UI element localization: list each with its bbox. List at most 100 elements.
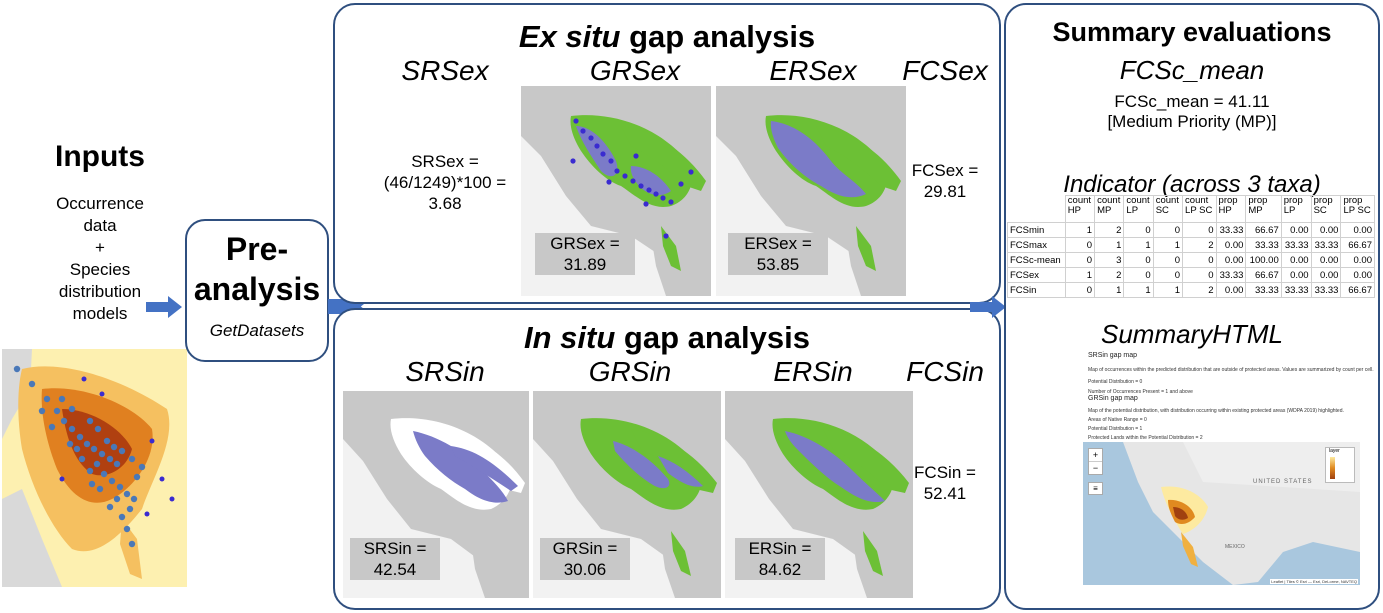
summary-fcsc-line2: [Medium Priority (MP)] [1107,112,1277,131]
pre-analysis-box: Pre- analysis GetDatasets [185,219,329,362]
table-cell: 0 [1123,267,1154,283]
table-cell: 0.00 [1340,222,1375,238]
table-col-header: count MP [1094,195,1125,223]
table-cell: 0.00 [1280,252,1312,268]
table-cell: 0.00 [1310,252,1342,268]
table-cell: 2 [1094,267,1125,283]
table-cell: 0 [1064,237,1096,253]
table-row-label: FCSmax [1007,237,1066,253]
exsitu-srs-header: SRSex [401,55,489,86]
insitu-srs-line: SRSin = [363,539,427,558]
indicator-table: count HP count MP count LP count SC count LP … [1007,195,1375,298]
table-cell: 0.00 [1310,222,1342,238]
exsitu-grs-line: GRSex = [550,234,620,253]
inputs-occurrence-map [2,349,187,587]
exsitu-grs-value: GRSex = 31.89 [535,233,635,275]
map-legend: layer [1325,447,1355,483]
table-col-header: prop LP [1280,195,1312,223]
exsitu-ers-line: ERSex = [744,234,812,253]
inputs-line: Occurrence [56,194,144,213]
table-cell: 0 [1152,222,1184,238]
exsitu-srs-line: SRSex = [411,152,479,171]
preview-heading-srsin: SRSin gap map [1088,352,1138,359]
preview-legend: Number of Occurrences Present = 1 and ab… [1088,389,1193,395]
table-cell: 0.00 [1340,252,1375,268]
insitu-grs-line: 30.06 [563,560,607,579]
table-cell: 3 [1094,252,1125,268]
insitu-ers-header: ERSin [773,356,853,387]
insitu-title: In situ gap analysis [335,320,999,356]
table-col-header: count HP [1064,195,1096,223]
table-cell: 100.00 [1245,252,1282,268]
table-col-header: prop LP SC [1340,195,1375,223]
zoom-in-button[interactable]: + [1092,450,1099,460]
table-cell: 0 [1064,252,1096,268]
inputs-line: data [83,216,117,235]
layers-icon[interactable]: ≡ [1088,482,1103,495]
table-cell: 1 [1123,282,1154,298]
table-col-header: prop SC [1310,195,1342,223]
table-cell: 1 [1152,282,1184,298]
table-col-header: count LP SC [1182,195,1217,223]
table-row-label: FCSmin [1007,222,1066,238]
table-cell: 0.00 [1310,267,1342,283]
preview-legend: Potential Distribution = 0 [1088,379,1143,385]
insitu-ers-line: 84.62 [758,560,802,579]
table-cell: 0.00 [1280,222,1312,238]
exsitu-title: Ex situ gap analysis [335,19,999,55]
exsitu-fcs-header: FCSex [902,55,988,86]
exsitu-ers-header: ERSex [769,55,857,86]
indicator-table-wrap: count HP count MP count LP count SC count LP … [1007,195,1375,298]
insitu-grs-map-svg [533,391,721,598]
table-col-header: prop MP [1245,195,1282,223]
table-cell: 2 [1182,282,1217,298]
table-cell: 0.00 [1215,282,1247,298]
table-col-header: count SC [1152,195,1184,223]
table-row-label: FCSc-mean [1007,252,1066,268]
preview-legend: Areas of Native Range = 0 [1088,417,1147,423]
table-cell: 0 [1182,222,1217,238]
exsitu-fcs-line: 29.81 [923,182,967,201]
insitu-title-rest: gap analysis [615,320,810,355]
inputs-line: Species [69,260,131,279]
table-cell: 66.67 [1340,237,1375,253]
table-row-label: FCSin [1007,282,1066,298]
table-row: FCSin 0 1 1 1 2 0.00 33.33 33.33 33.33 6… [1007,282,1375,298]
table-cell: 0 [1064,282,1096,298]
pre-analysis-function: GetDatasets [209,321,305,340]
table-cell: 0 [1152,267,1184,283]
zoom-out-button[interactable]: − [1089,461,1102,474]
exsitu-grs-points [570,118,694,239]
summary-fcsc-line1: FCSc_mean = 41.11 [1114,92,1270,111]
insitu-srs-line: 42.54 [373,560,417,579]
table-row: FCSmax 0 1 1 1 2 0.00 33.33 33.33 33.33 … [1007,237,1375,253]
map-label-us: UNITED STATES [1253,479,1313,485]
insitu-ers-value: ERSin = 84.62 [735,538,825,580]
preview-leaflet-map[interactable]: UNITED STATES MEXICO + − ≡ layer Leaflet… [1083,442,1360,585]
inputs-line: distribution [58,282,142,301]
exsitu-srs-line: (46/1249)*100 = [383,173,507,192]
insitu-fcs-line: FCSin = [914,463,976,482]
zoom-control: + − [1088,448,1103,475]
table-row: FCSc-mean 0 3 0 0 0 0.00 100.00 0.00 0.0… [1007,252,1375,268]
table-cell: 1 [1094,282,1125,298]
table-row: FCSmin 1 2 0 0 0 33.33 66.67 0.00 0.00 0… [1007,222,1375,238]
preview-legend: Potential Distribution = 1 [1088,426,1143,432]
summary-indicator-header: Indicator (across 3 taxa) [1063,171,1321,198]
table-cell: 0.00 [1215,237,1247,253]
exsitu-fcs-value: FCSex = 29.81 [900,160,990,202]
table-cell: 2 [1182,237,1217,253]
arrow-inputs-to-pre [146,296,182,318]
preview-text-grsin: Map of the potential distribution, with … [1088,408,1344,414]
exsitu-fcs-line: FCSex = [911,161,979,180]
exsitu-title-italic: Ex situ [518,19,621,54]
summary-fcsc-header: FCSc_mean [1119,55,1265,85]
summary-html-header: SummaryHTML [1100,319,1283,349]
table-cell: 33.33 [1245,282,1282,298]
table-cell: 66.67 [1340,282,1375,298]
exsitu-srs-line: 3.68 [428,194,462,213]
table-row-label: FCSex [1007,267,1066,283]
inputs-description: Occurrence data + Species distribution m… [30,193,170,325]
insitu-grs-map [533,391,721,598]
summary-panel: Summary evaluations FCSc_mean FCSc_mean … [1004,3,1380,610]
